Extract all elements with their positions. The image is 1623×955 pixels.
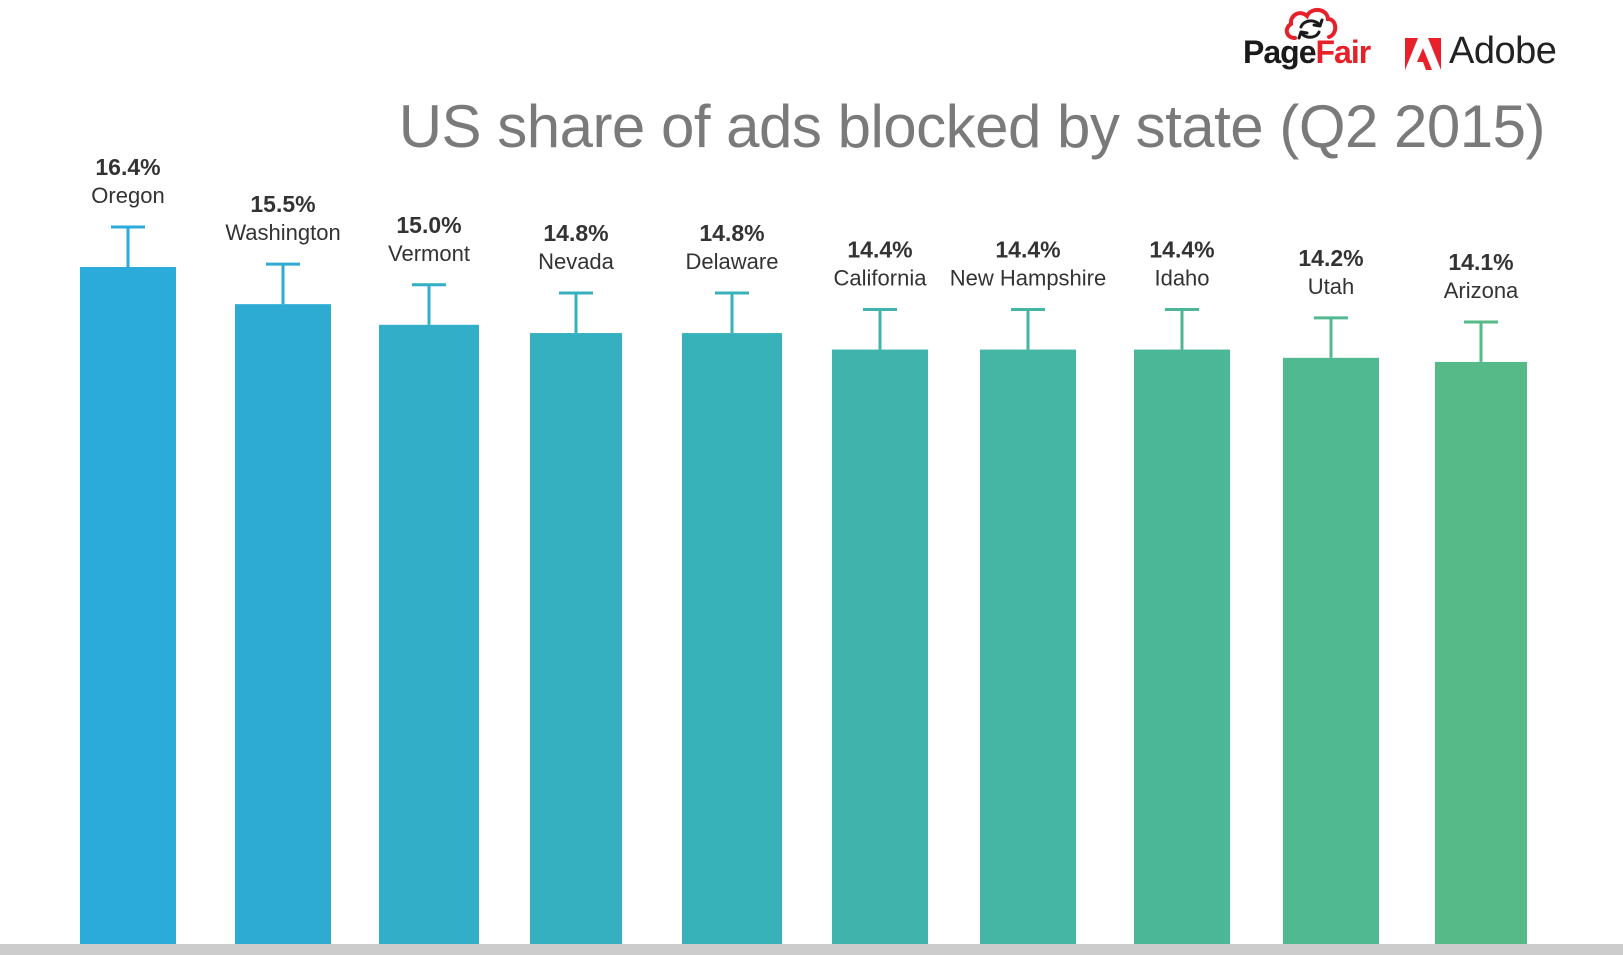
value-label: 14.1% bbox=[1448, 249, 1513, 275]
pagefair-logo-icon bbox=[1284, 8, 1338, 40]
bar-washington bbox=[235, 304, 331, 944]
value-label: 14.8% bbox=[543, 220, 608, 246]
bar-california bbox=[832, 349, 928, 944]
value-label: 14.4% bbox=[847, 237, 912, 263]
category-label: Nevada bbox=[538, 249, 615, 274]
category-label: Arizona bbox=[1444, 278, 1519, 303]
pagefair-logo-fair: Fair bbox=[1315, 34, 1371, 70]
category-label: Oregon bbox=[91, 183, 164, 208]
logo-area: PageFair Adobe bbox=[1163, 0, 1623, 90]
bar-new-hampshire bbox=[980, 349, 1076, 944]
category-label: California bbox=[834, 266, 928, 291]
bar-idaho bbox=[1134, 349, 1230, 944]
value-label: 14.2% bbox=[1298, 245, 1363, 271]
bar-vermont bbox=[379, 324, 479, 944]
bar-utah bbox=[1283, 357, 1379, 944]
bar-nevada bbox=[530, 333, 622, 944]
value-label: 14.4% bbox=[995, 237, 1060, 263]
adobe-logo-text: Adobe bbox=[1449, 30, 1557, 72]
value-label: 14.8% bbox=[699, 220, 764, 246]
category-label: Idaho bbox=[1154, 266, 1209, 291]
category-label: Vermont bbox=[388, 241, 470, 266]
adobe-logo-icon bbox=[1405, 38, 1441, 70]
category-label: New Hampshire bbox=[950, 266, 1107, 291]
category-label: Delaware bbox=[686, 249, 779, 274]
value-label: 16.4% bbox=[95, 154, 160, 180]
value-label: 15.0% bbox=[396, 212, 461, 238]
pagefair-logo-text: PageFair bbox=[1243, 34, 1371, 71]
chart-baseline bbox=[0, 944, 1623, 955]
bar-oregon bbox=[80, 267, 176, 944]
bar-delaware bbox=[682, 333, 782, 944]
value-label: 15.5% bbox=[250, 191, 315, 217]
chart-title: US share of ads blocked by state (Q2 201… bbox=[398, 93, 1546, 160]
bar-arizona bbox=[1435, 361, 1527, 944]
bars-group: Oregon 16.4% Washington 15.5% Vermont 15.0% Ne… bbox=[80, 154, 1527, 944]
category-label: Washington bbox=[225, 220, 340, 245]
category-label: Utah bbox=[1308, 274, 1354, 299]
value-label: 14.4% bbox=[1149, 237, 1214, 263]
pagefair-logo-page: Page bbox=[1243, 34, 1316, 70]
